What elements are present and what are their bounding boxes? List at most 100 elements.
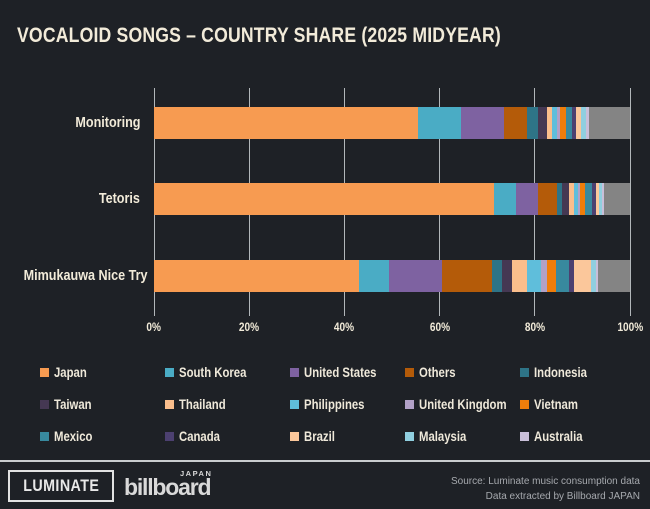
bar-segment (603, 183, 630, 215)
legend-swatch (520, 431, 529, 441)
x-axis: 0% 20% 40% 60% 80% 100% (147, 320, 643, 336)
bar-segment (556, 107, 561, 139)
bar-segment (511, 260, 528, 292)
legend-label: United States (304, 365, 390, 380)
legend-swatch (520, 367, 529, 377)
legend-label: Indonesia (534, 365, 597, 380)
bar-segment (571, 107, 577, 139)
bar-segment (556, 183, 563, 215)
legend-label-text: Brazil (304, 428, 335, 444)
legend-item: Canada (165, 429, 290, 444)
bar-segment (516, 183, 538, 215)
bar-segment (388, 260, 442, 292)
stacked-bar (154, 260, 630, 292)
bar-segment (592, 183, 597, 215)
x-axis-tick-text: 0% (146, 320, 162, 334)
legend-label: Canada (179, 429, 228, 444)
legend-item: United Kingdom (405, 397, 520, 412)
x-axis-tick-label: 0% (124, 320, 184, 334)
legend-label-text: Thailand (179, 396, 226, 412)
luminate-logo: LUMINATE (8, 470, 114, 502)
legend-label: Australia (534, 429, 592, 444)
x-axis-tick-label: 60% (410, 320, 470, 334)
category-label-text: Monitoring (74, 114, 140, 131)
legend-swatch (165, 399, 174, 409)
bar-segment (574, 260, 592, 292)
bar-segment (568, 260, 575, 292)
bar-segment (580, 183, 586, 215)
bar-segment (589, 107, 630, 139)
bar-segment (494, 183, 517, 215)
page-title-text: VOCALOID SONGS – COUNTRY SHARE (2025 MID… (17, 24, 501, 47)
source-attribution: Source: Luminate music consumption data … (320, 474, 640, 504)
legend-item: Vietnam (520, 397, 640, 412)
legend-item: South Korea (165, 365, 290, 380)
bar-segment (547, 107, 553, 139)
legend: Japan South Korea United States Others Indon… (40, 356, 640, 452)
bar-segment (562, 183, 570, 215)
bar-segment (501, 260, 512, 292)
legend-item: Mexico (40, 429, 165, 444)
bar-segment (154, 107, 419, 139)
legend-swatch (290, 399, 299, 409)
legend-item: Taiwan (40, 397, 165, 412)
bar-segment (537, 107, 548, 139)
bar-segment (576, 107, 582, 139)
bar-segment (599, 183, 602, 215)
bar-segment (418, 107, 461, 139)
bar-segment (591, 260, 596, 292)
legend-label-text: Indonesia (534, 364, 587, 380)
x-axis-tick-label: 20% (219, 320, 279, 334)
legend-label-text: Japan (54, 364, 87, 380)
bar-segment (527, 260, 541, 292)
legend-label: United Kingdom (419, 397, 523, 412)
bar-segment (461, 107, 504, 139)
legend-swatch (405, 399, 414, 409)
legend-label: Mexico (54, 429, 100, 444)
legend-label-text: Mexico (54, 428, 93, 444)
x-axis-tick-text: 60% (429, 320, 450, 334)
footer-divider (0, 460, 650, 462)
legend-item: United States (290, 365, 405, 380)
bar-segment (547, 260, 557, 292)
legend-item: Thailand (165, 397, 290, 412)
gridline (629, 88, 631, 316)
x-axis-tick-text: 80% (524, 320, 545, 334)
luminate-logo-text: LUMINATE (22, 476, 100, 495)
legend-label-text: Taiwan (54, 396, 92, 412)
bar-segment (577, 183, 581, 215)
legend-swatch (290, 431, 299, 441)
x-axis-tick-label: 100% (600, 320, 650, 334)
legend-label-text: United States (304, 364, 377, 380)
bar-segment (601, 183, 604, 215)
bar-segment (581, 107, 586, 139)
billboard-japan-logo: billboard JAPAN (124, 469, 234, 502)
x-axis-tick-label: 80% (505, 320, 565, 334)
legend-label-text: United Kingdom (419, 396, 507, 412)
legend-label: Malaysia (419, 429, 475, 444)
legend-item: Malaysia (405, 429, 520, 444)
legend-item: Brazil (290, 429, 405, 444)
bar-segment (526, 107, 538, 139)
bar-segment (154, 260, 359, 292)
bar-segment (595, 260, 599, 292)
legend-item: Philippines (290, 397, 405, 412)
x-axis-tick-text: 20% (239, 320, 260, 334)
stacked-bar (154, 107, 630, 139)
legend-label-text: Vietnam (534, 396, 578, 412)
bar-segment (596, 183, 600, 215)
legend-label-text: Australia (534, 428, 583, 444)
legend-label-text: Others (419, 364, 456, 380)
billboard-logo-text: billboard (124, 474, 212, 500)
legend-label-text: Malaysia (419, 428, 467, 444)
legend-label: Japan (54, 365, 93, 380)
legend-label-text: Canada (179, 428, 220, 444)
legend-label-text: Philippines (304, 396, 365, 412)
legend-label: Brazil (304, 429, 341, 444)
bar-segment (573, 183, 578, 215)
legend-swatch (40, 431, 49, 441)
billboard-japan-label: JAPAN (180, 469, 213, 478)
legend-item: Others (405, 365, 520, 380)
bar-segment (585, 183, 593, 215)
x-axis-tick-text: 100% (617, 320, 643, 334)
